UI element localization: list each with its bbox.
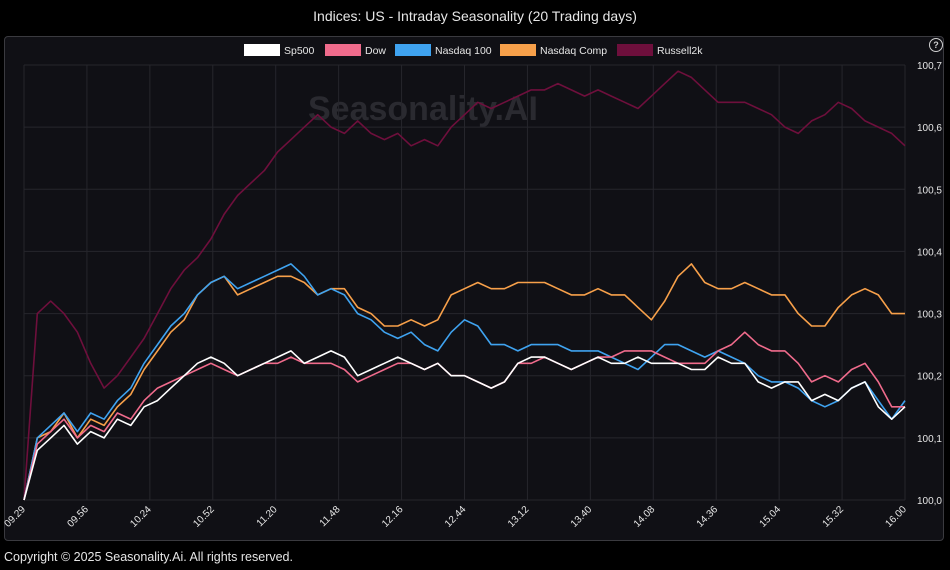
series-line-nasdaq-comp xyxy=(23,263,905,501)
x-tick-label: 16.00 xyxy=(884,504,910,530)
y-axis: 100,0 100,1 100,2 100,3 100,4 100,5 100,6 100,7 xyxy=(917,61,942,507)
x-tick-label: 09.56 xyxy=(65,504,91,530)
grid xyxy=(23,64,906,501)
x-tick-label: 14.08 xyxy=(632,504,658,530)
legend-swatch xyxy=(244,44,280,56)
legend-item-russell2k[interactable]: Russell2k xyxy=(617,44,703,57)
y-tick-label: 100,2 xyxy=(917,372,942,383)
legend-item-nasdaq-100[interactable]: Nasdaq 100 xyxy=(395,44,492,57)
x-tick-label: 15.04 xyxy=(758,504,784,530)
y-tick-label: 100,7 xyxy=(917,61,942,72)
x-tick-label: 10.24 xyxy=(128,504,154,530)
legend-swatch xyxy=(325,44,361,56)
legend-label: Sp500 xyxy=(284,45,315,57)
y-tick-label: 100,6 xyxy=(917,123,942,134)
legend-swatch xyxy=(500,44,536,56)
legend-swatch xyxy=(395,44,431,56)
legend-item-sp500[interactable]: Sp500 xyxy=(244,44,315,57)
y-tick-label: 100,1 xyxy=(917,434,942,445)
x-tick-label: 11.48 xyxy=(318,504,343,529)
x-tick-label: 14.36 xyxy=(695,504,721,530)
x-tick-label: 13.12 xyxy=(506,504,532,530)
x-tick-label: 12.44 xyxy=(443,504,469,530)
y-tick-label: 100,0 xyxy=(917,496,942,507)
x-tick-label: 11.20 xyxy=(255,504,280,529)
legend-item-nasdaq-comp[interactable]: Nasdaq Comp xyxy=(500,44,607,57)
series-line-nasdaq-100 xyxy=(23,263,906,501)
y-tick-label: 100,3 xyxy=(917,310,942,321)
legend: Sp500 Dow Nasdaq 100 Nasdaq Comp Russell2k xyxy=(244,44,703,57)
x-tick-label: 15.32 xyxy=(821,504,847,530)
legend-label: Dow xyxy=(365,45,386,57)
y-tick-label: 100,5 xyxy=(917,185,942,196)
legend-label: Nasdaq 100 xyxy=(435,45,492,57)
series-lines xyxy=(23,70,906,501)
y-tick-label: 100,4 xyxy=(917,247,942,258)
help-icon[interactable]: ? xyxy=(929,38,943,52)
series-line-sp500 xyxy=(23,350,906,501)
legend-swatch xyxy=(617,44,653,56)
legend-item-dow[interactable]: Dow xyxy=(325,44,386,57)
legend-label: Russell2k xyxy=(657,45,703,57)
x-tick-label: 09.29 xyxy=(3,504,29,530)
legend-label: Nasdaq Comp xyxy=(540,45,607,57)
watermark: Seasonality.AI xyxy=(308,90,538,128)
copyright-footer: Copyright © 2025 Seasonality.Ai. All rig… xyxy=(4,550,293,564)
chart-panel xyxy=(4,36,944,541)
series-line-russell2k xyxy=(23,70,906,501)
x-tick-label: 13.40 xyxy=(569,504,595,530)
x-tick-label: 10.52 xyxy=(191,504,217,530)
chart-title: Indices: US - Intraday Seasonality (20 T… xyxy=(313,8,637,24)
x-axis: 09.29 09.56 10.24 10.52 11.20 11.48 12.16 12.44… xyxy=(3,504,910,530)
x-tick-label: 12.16 xyxy=(380,504,406,530)
